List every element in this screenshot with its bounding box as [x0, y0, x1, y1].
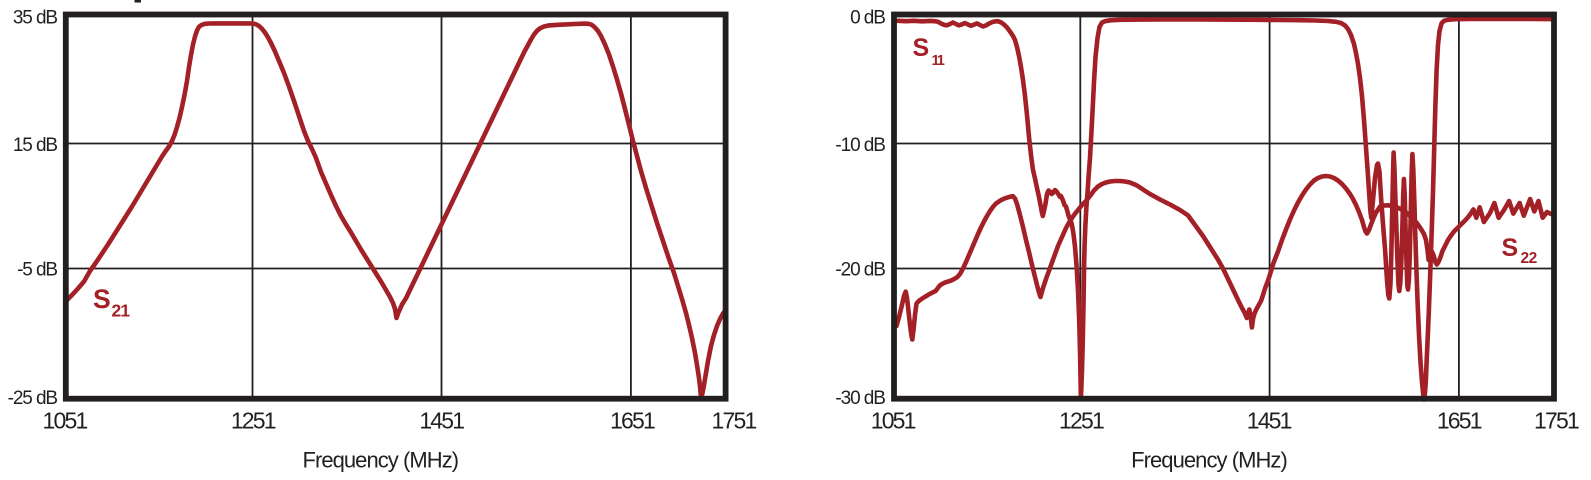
svg-text:15 dB: 15 dB: [13, 135, 58, 156]
svg-text:1751: 1751: [1534, 407, 1579, 433]
svg-text:S: S: [93, 284, 111, 314]
svg-text:Frequency (MHz): Frequency (MHz): [302, 448, 458, 473]
svg-text:S: S: [913, 34, 930, 62]
svg-text:1251: 1251: [1059, 407, 1104, 433]
svg-text:-30 dB: -30 dB: [835, 388, 885, 409]
svg-text:22: 22: [1521, 250, 1537, 267]
svg-text:1451: 1451: [419, 407, 464, 433]
svg-text:1751: 1751: [712, 407, 757, 433]
svg-text:0 dB: 0 dB: [850, 8, 885, 29]
svg-text:35 dB: 35 dB: [13, 8, 58, 29]
svg-text:21: 21: [112, 301, 131, 321]
svg-text:1451: 1451: [1247, 407, 1292, 433]
svg-text:-25 dB: -25 dB: [8, 388, 58, 409]
svg-text:1051: 1051: [43, 407, 88, 433]
svg-text:1651: 1651: [1437, 407, 1482, 433]
svg-text:-20 dB: -20 dB: [835, 260, 885, 281]
svg-text:Frequency (MHz): Frequency (MHz): [1131, 448, 1287, 473]
svg-text:1051: 1051: [871, 407, 916, 433]
svg-text:1651: 1651: [610, 407, 655, 433]
svg-text:-5 dB: -5 dB: [17, 260, 57, 281]
svg-text:11: 11: [932, 53, 945, 69]
svg-text:-10 dB: -10 dB: [835, 135, 885, 156]
svg-text:1251: 1251: [231, 407, 276, 433]
svg-text:S: S: [1502, 234, 1519, 262]
